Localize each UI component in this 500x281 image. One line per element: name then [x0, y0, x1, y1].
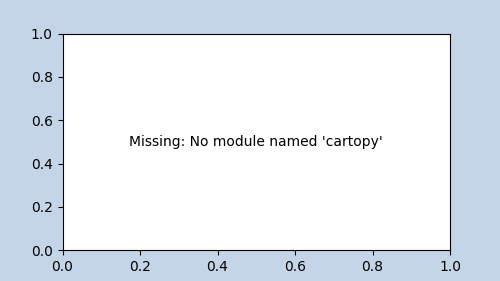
Text: Missing: No module named 'cartopy': Missing: No module named 'cartopy' — [130, 135, 383, 149]
